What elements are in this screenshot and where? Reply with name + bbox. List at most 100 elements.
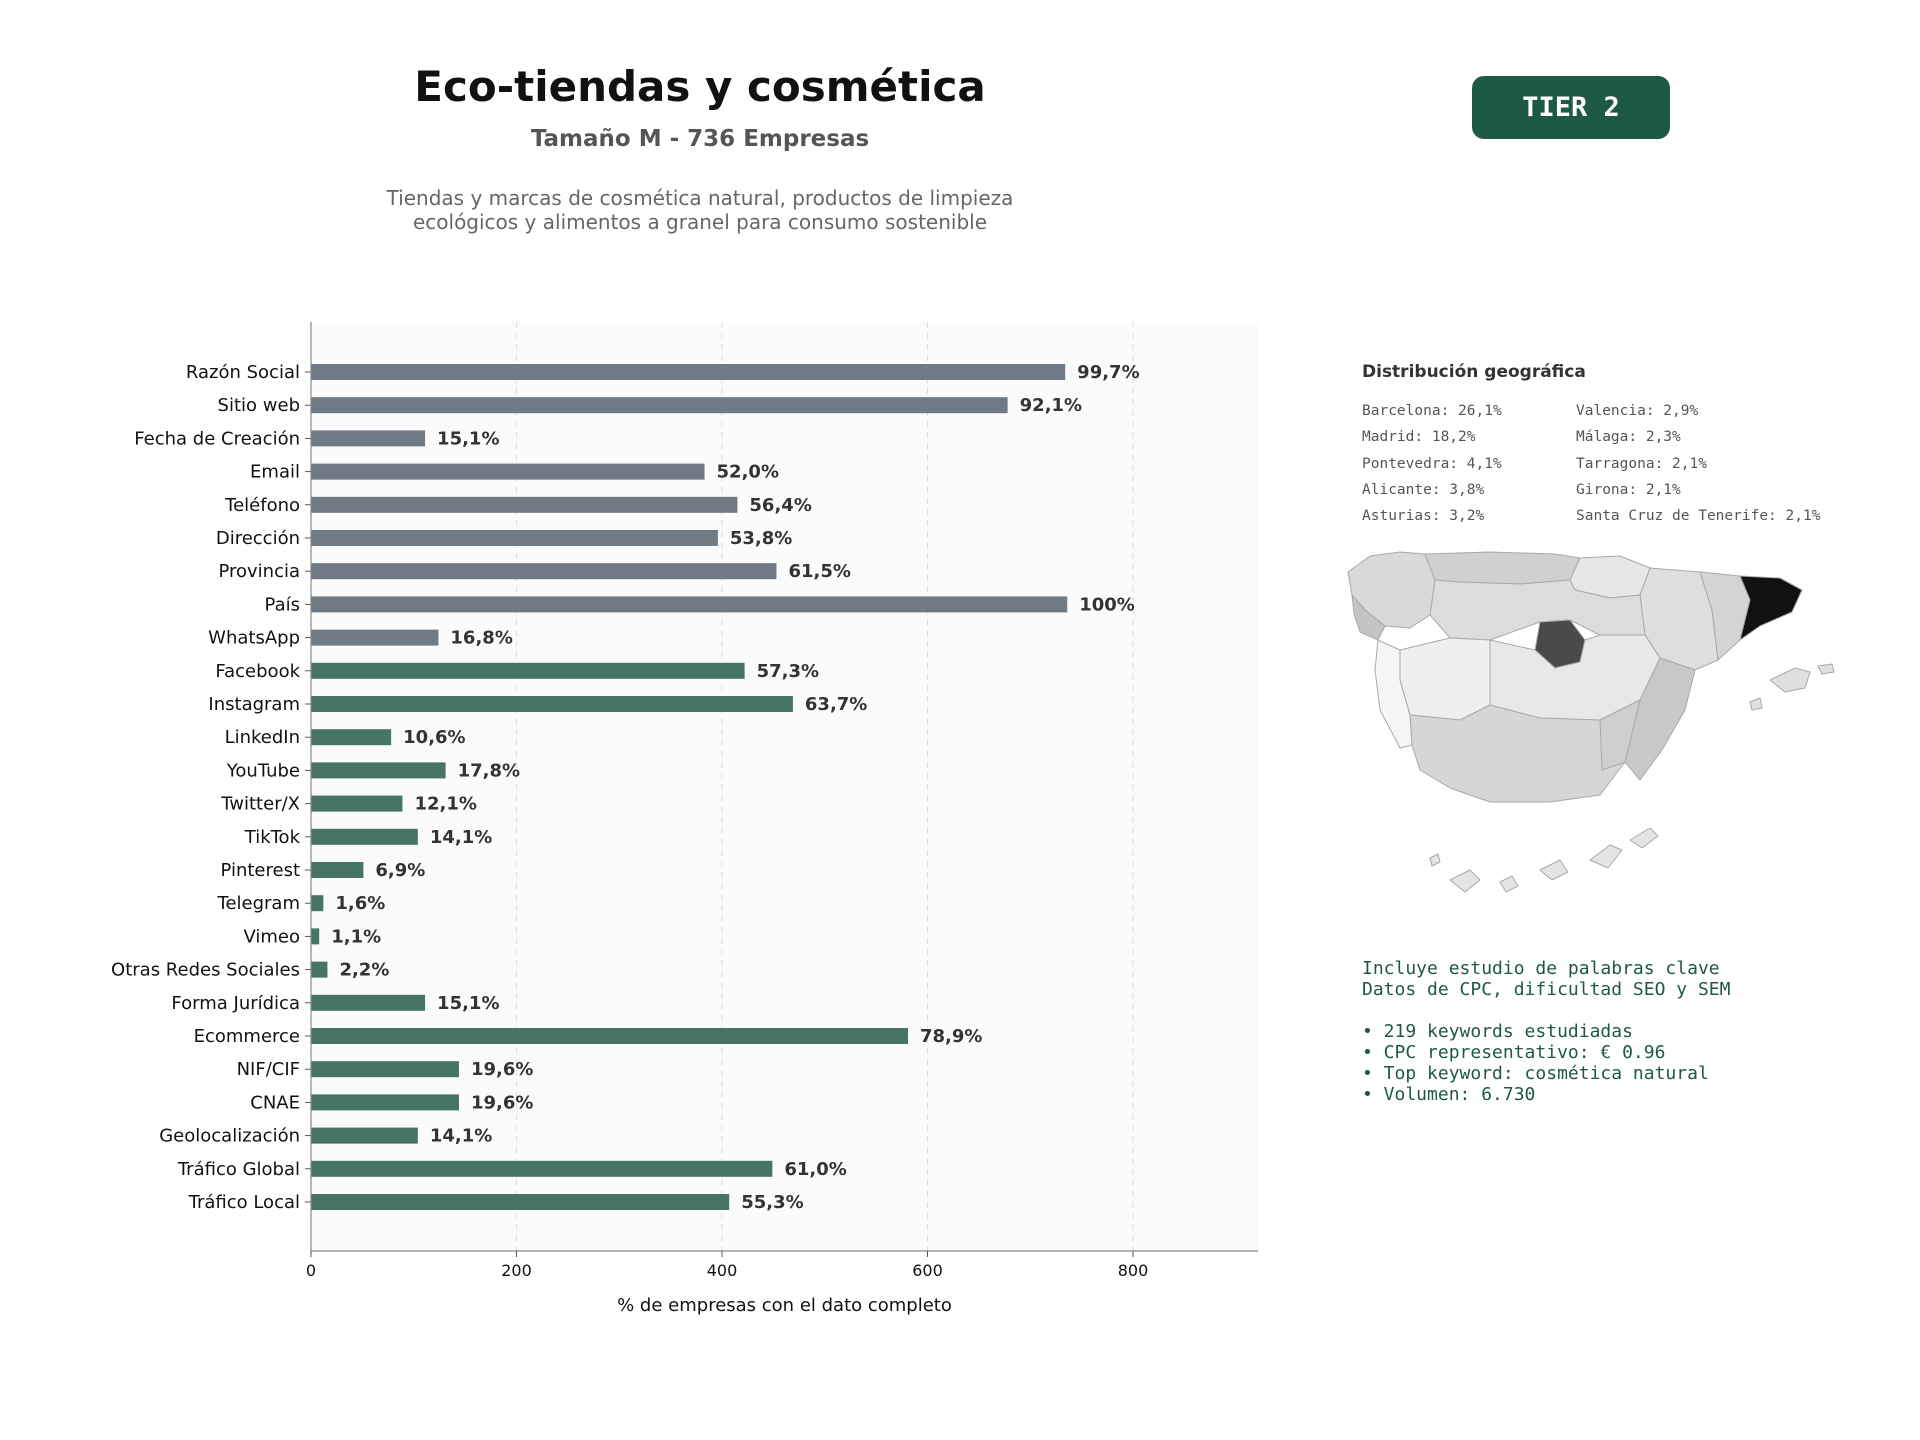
description-line: ecológicos y alimentos a granel para con… bbox=[412, 210, 988, 234]
plot-area bbox=[311, 322, 1258, 1251]
y-tick-label: Teléfono bbox=[224, 495, 300, 516]
bar bbox=[311, 496, 738, 513]
bar bbox=[311, 1094, 459, 1111]
map-region-canary-3 bbox=[1539, 859, 1569, 881]
info-bullet: • 219 keywords estudiadas bbox=[1362, 1021, 1633, 1042]
bar bbox=[311, 629, 439, 646]
data-label: 15,1% bbox=[437, 428, 499, 449]
bar-chart: Razón Social 99,7% Sitio web 92,1% Fecha de … bbox=[111, 322, 1258, 1316]
bar bbox=[311, 1061, 459, 1078]
y-tick-label: Telegram bbox=[217, 893, 300, 914]
bar bbox=[311, 928, 320, 945]
y-tick-label: TikTok bbox=[244, 827, 301, 848]
y-tick-label: Instagram bbox=[208, 694, 300, 715]
map-region-canary-4 bbox=[1589, 844, 1623, 869]
data-label: 19,6% bbox=[471, 1059, 533, 1080]
data-label: 1,6% bbox=[335, 893, 385, 914]
geo-item: Tarragona: 2,1% bbox=[1576, 455, 1707, 472]
y-tick-label: Forma Jurídica bbox=[171, 993, 300, 1014]
data-label: 14,1% bbox=[430, 827, 492, 848]
y-tick-label: Pinterest bbox=[220, 860, 300, 881]
map-region-canary-2 bbox=[1499, 875, 1519, 893]
y-tick-label: Ecommerce bbox=[194, 1026, 300, 1047]
geo-item: Asturias: 3,2% bbox=[1362, 508, 1485, 525]
x-tick-label: 200 bbox=[501, 1261, 532, 1280]
y-tick-label: Twitter/X bbox=[220, 794, 300, 815]
x-tick-label: 400 bbox=[707, 1261, 738, 1280]
data-label: 14,1% bbox=[430, 1126, 492, 1147]
bar bbox=[311, 729, 392, 746]
bar bbox=[311, 1194, 730, 1210]
geo-list-left: Barcelona: 26,1% Madrid: 18,2% Pontevedr… bbox=[1362, 398, 1502, 529]
y-tick-label: Razón Social bbox=[186, 362, 300, 383]
spain-map bbox=[1347, 551, 1835, 893]
y-tick-label: LinkedIn bbox=[225, 727, 300, 748]
bar bbox=[311, 762, 446, 779]
bar bbox=[311, 795, 403, 812]
y-tick-label: País bbox=[265, 594, 300, 615]
y-tick-label: NIF/CIF bbox=[237, 1059, 300, 1080]
y-tick-label: Fecha de Creación bbox=[134, 428, 300, 449]
y-tick-label: Otras Redes Sociales bbox=[111, 960, 300, 981]
bar bbox=[311, 828, 418, 845]
info-line: Incluye estudio de palabras clave bbox=[1362, 958, 1720, 979]
bar bbox=[311, 662, 745, 679]
y-tick-label: Facebook bbox=[215, 661, 300, 682]
x-axis-label: % de empresas con el dato completo bbox=[617, 1295, 952, 1316]
data-label: 55,3% bbox=[741, 1192, 803, 1213]
info-bullet: • CPC representativo: € 0.96 bbox=[1362, 1042, 1666, 1063]
data-label: 100% bbox=[1079, 594, 1135, 615]
y-tick-label: Tráfico Global bbox=[177, 1159, 300, 1180]
geo-item: Alicante: 3,8% bbox=[1362, 481, 1485, 498]
bar bbox=[311, 596, 1068, 613]
bar bbox=[311, 696, 793, 712]
geo-item: Málaga: 2,3% bbox=[1576, 429, 1681, 446]
y-tick-label: Tráfico Local bbox=[188, 1192, 300, 1213]
geo-title: Distribución geográfica bbox=[1362, 362, 1586, 382]
geo-item: Pontevedra: 4,1% bbox=[1362, 455, 1502, 472]
info-bullet: • Volumen: 6.730 bbox=[1362, 1084, 1536, 1105]
map-region-mallorca bbox=[1769, 667, 1811, 693]
x-tick-label: 800 bbox=[1118, 1261, 1149, 1280]
map-region-portugal-edge bbox=[1374, 639, 1413, 749]
geo-item: Valencia: 2,9% bbox=[1576, 403, 1699, 419]
bar bbox=[311, 961, 328, 978]
map-region-menorca bbox=[1817, 663, 1835, 675]
y-tick-label: Dirección bbox=[216, 528, 300, 549]
bar bbox=[311, 1028, 908, 1044]
data-label: 2,2% bbox=[339, 960, 389, 981]
data-label: 12,1% bbox=[414, 794, 476, 815]
data-label: 19,6% bbox=[471, 1092, 533, 1113]
y-tick-label: Provincia bbox=[218, 561, 300, 582]
x-tick-label: 0 bbox=[306, 1261, 316, 1280]
map-region-canary-6 bbox=[1429, 853, 1441, 867]
data-label: 61,0% bbox=[784, 1159, 846, 1180]
bar bbox=[311, 530, 718, 546]
y-tick-label: CNAE bbox=[250, 1092, 300, 1113]
y-tick-label: Geolocalización bbox=[159, 1126, 300, 1147]
map-region-canary-1 bbox=[1449, 869, 1481, 893]
geo-list-right: Valencia: 2,9% Málaga: 2,3% Tarragona: 2… bbox=[1576, 398, 1820, 529]
data-label: 53,8% bbox=[730, 528, 792, 549]
bar bbox=[311, 563, 777, 580]
data-label: 15,1% bbox=[437, 993, 499, 1014]
map-region-ibiza bbox=[1749, 697, 1763, 711]
data-label: 61,5% bbox=[788, 561, 850, 582]
geo-item: Madrid: 18,2% bbox=[1362, 429, 1476, 446]
page-subtitle: Tamaño M - 736 Empresas bbox=[530, 126, 870, 152]
data-label: 6,9% bbox=[375, 860, 425, 881]
description-line: Tiendas y marcas de cosmética natural, p… bbox=[386, 186, 1014, 210]
data-label: 1,1% bbox=[331, 926, 381, 947]
map-region-barcelona bbox=[1739, 575, 1803, 641]
keyword-info: Incluye estudio de palabras clave Datos … bbox=[1362, 958, 1730, 1105]
info-line: Datos de CPC, dificultad SEO y SEM bbox=[1362, 979, 1731, 1000]
map-region-extremadura bbox=[1399, 637, 1491, 721]
y-tick-label: WhatsApp bbox=[208, 628, 300, 649]
tier-badge: TIER 2 bbox=[1472, 76, 1670, 139]
data-label: 63,7% bbox=[805, 694, 867, 715]
map-region-murcia bbox=[1599, 699, 1641, 771]
data-label: 92,1% bbox=[1020, 395, 1082, 416]
info-bullet: • Top keyword: cosmética natural bbox=[1362, 1063, 1709, 1084]
y-tick-label: YouTube bbox=[226, 760, 300, 781]
bar bbox=[311, 994, 426, 1011]
